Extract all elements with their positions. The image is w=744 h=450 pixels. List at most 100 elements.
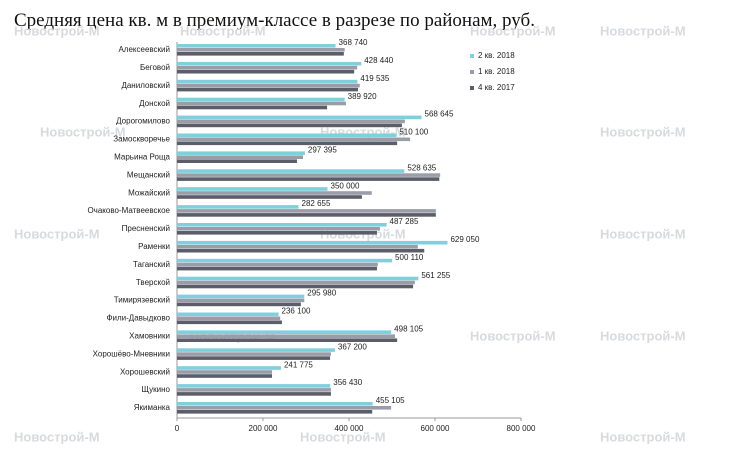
bar	[177, 258, 393, 263]
value-label: 367 200	[338, 342, 367, 351]
bar	[177, 69, 355, 74]
bar	[177, 79, 358, 84]
bar	[177, 248, 425, 253]
bar	[177, 356, 331, 360]
watermark: Новострой-М	[600, 226, 686, 241]
bar	[177, 298, 305, 303]
legend-swatch	[470, 86, 474, 90]
y-tick-label: Мещанский	[127, 170, 170, 179]
value-label: 568 645	[425, 110, 454, 119]
x-tick-label: 800 000	[507, 424, 536, 433]
bar	[177, 141, 398, 146]
value-label: 241 775	[284, 360, 313, 369]
bar	[177, 312, 279, 317]
bar	[177, 240, 448, 245]
bar	[177, 87, 359, 92]
bar	[177, 227, 380, 231]
bar	[177, 320, 282, 325]
bar	[177, 316, 281, 321]
y-tick-label: Тимирязевский	[114, 296, 170, 305]
watermark: Новострой-М	[600, 23, 686, 38]
bar	[177, 105, 328, 110]
watermark: Новострой-М	[600, 429, 686, 444]
watermark: Новострой-М	[470, 23, 556, 38]
bar	[177, 262, 378, 267]
bar	[177, 266, 377, 271]
y-tick-label: Замоскворечье	[113, 135, 170, 144]
value-label: 561 255	[421, 271, 450, 280]
value-label: 528 635	[407, 163, 436, 172]
watermark: Новострой-М	[14, 23, 100, 38]
y-tick-label: Якиманка	[134, 403, 171, 412]
bar	[177, 302, 301, 307]
legend-swatch	[470, 70, 474, 74]
bar	[177, 366, 281, 370]
y-tick-label: Очаково-Матвеевское	[87, 206, 170, 215]
bar	[177, 205, 299, 209]
bar	[177, 187, 328, 191]
value-label: 487 285	[390, 217, 419, 226]
bar	[177, 155, 303, 159]
y-tick-label: Алексеевский	[118, 45, 170, 54]
watermark: Новострой-М	[14, 226, 100, 241]
bar	[177, 173, 441, 177]
x-tick-label: 200 000	[249, 424, 278, 433]
bar	[177, 406, 392, 410]
bar	[177, 374, 273, 378]
bar	[177, 195, 362, 199]
bar	[177, 284, 414, 289]
value-label: 629 050	[450, 235, 479, 244]
bar	[177, 83, 360, 88]
y-tick-label: Таганский	[133, 260, 170, 269]
legend-label: 1 кв. 2018	[478, 67, 515, 76]
bar	[177, 119, 405, 124]
bar	[177, 334, 396, 338]
value-label: 356 430	[333, 378, 362, 387]
value-label: 295 980	[307, 289, 336, 298]
value-label: 419 535	[360, 74, 389, 83]
y-tick-label: Даниловский	[121, 81, 170, 90]
bar	[177, 294, 305, 299]
bar	[177, 330, 392, 334]
y-tick-label: Фили-Давыдково	[106, 314, 170, 323]
bar	[177, 115, 422, 120]
x-tick-label: 0	[175, 424, 180, 433]
bar	[177, 209, 436, 213]
value-label: 297 395	[308, 146, 337, 155]
y-tick-label: Хорошёво-Мневники	[93, 349, 170, 358]
bar	[177, 52, 344, 56]
bar	[177, 123, 402, 128]
y-tick-label: Раменки	[138, 242, 170, 251]
bar	[177, 191, 372, 195]
value-label: 498 105	[394, 325, 423, 334]
legend-label: 2 кв. 2018	[478, 51, 515, 60]
value-label: 236 100	[282, 307, 311, 316]
y-tick-label: Можайский	[128, 188, 170, 197]
value-label: 350 000	[331, 181, 360, 190]
y-tick-label: Донской	[139, 99, 170, 108]
bar	[177, 133, 397, 138]
legend-label: 4 кв. 2017	[478, 83, 515, 92]
bar	[177, 402, 373, 406]
bar	[177, 280, 415, 285]
value-label: 428 440	[364, 56, 393, 65]
bar	[177, 370, 273, 374]
bar	[177, 231, 377, 235]
value-label: 500 110	[395, 253, 424, 262]
value-label: 368 740	[339, 38, 368, 47]
bar	[177, 101, 346, 106]
bar	[177, 137, 411, 142]
y-tick-label: Щукино	[141, 385, 170, 394]
watermark: Новострой-М	[470, 328, 556, 343]
legend-swatch	[470, 54, 474, 58]
bar	[177, 151, 305, 155]
bar	[177, 388, 331, 392]
watermark: Новострой-М	[14, 429, 100, 444]
watermark: Новострой-М	[600, 124, 686, 139]
value-label: 389 920	[348, 92, 377, 101]
value-label: 282 655	[302, 199, 331, 208]
bar	[177, 213, 436, 217]
y-tick-label: Пресненский	[122, 224, 170, 233]
y-tick-label: Беговой	[140, 63, 170, 72]
